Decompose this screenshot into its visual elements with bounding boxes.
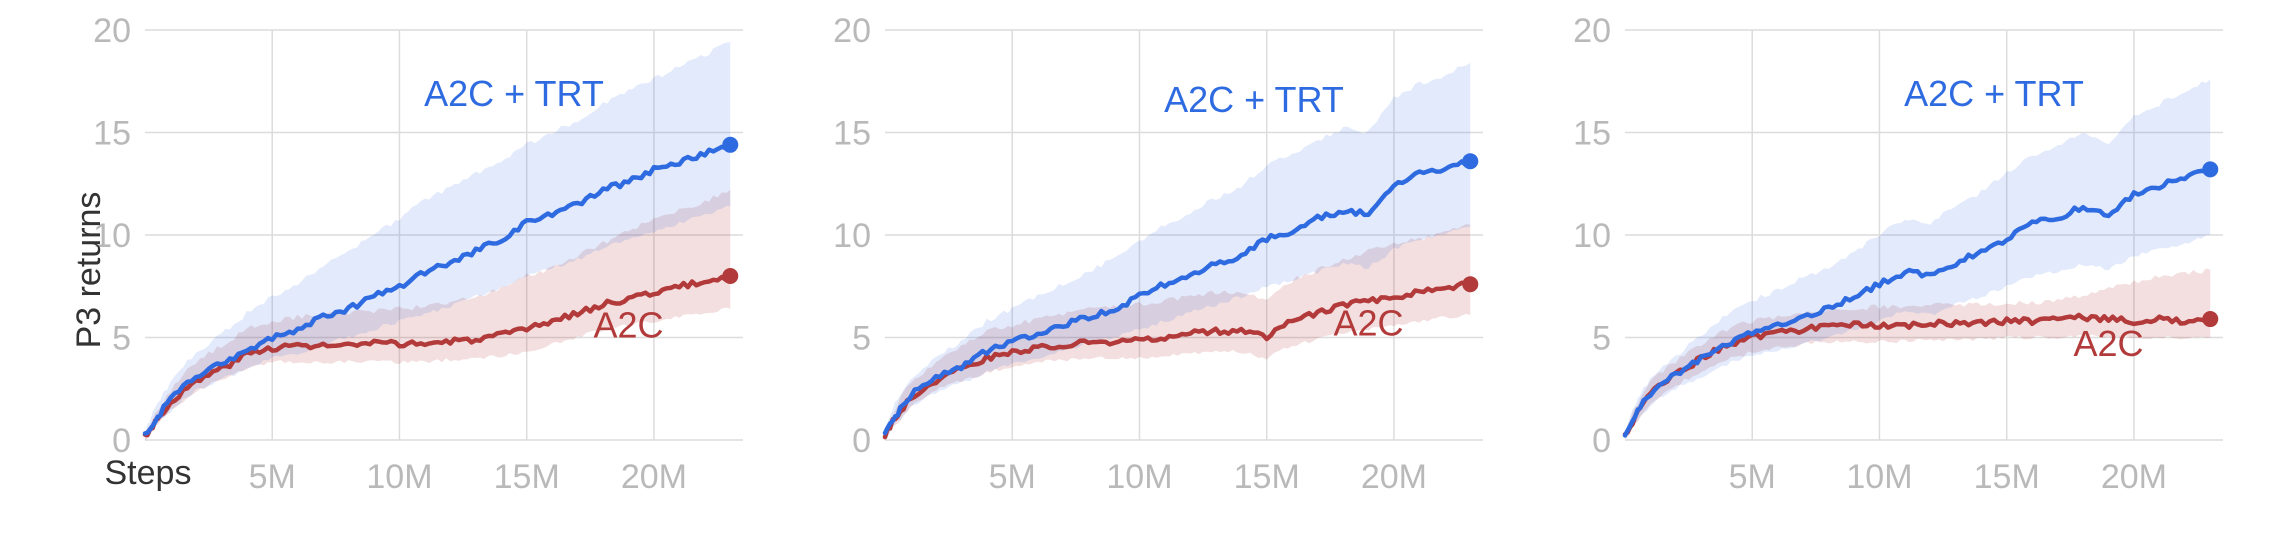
series-end-marker-a2c xyxy=(2202,311,2218,327)
series-end-marker-a2c xyxy=(722,268,738,284)
y-tick-label: 20 xyxy=(1573,12,1611,50)
line-chart-panel: 0 5 10 15 20 5M 10M 15M 20M A2C + TRT A2C xyxy=(793,10,1493,530)
x-tick-label: 5M xyxy=(988,458,1035,496)
series-label-a2c: A2C xyxy=(1333,302,1403,343)
y-tick-label: 10 xyxy=(1573,217,1611,255)
y-tick-label: 20 xyxy=(93,12,131,50)
line-chart-panel: 051015205M10M15M20MA2C + TRTA2C xyxy=(53,10,753,530)
y-tick-label: 0 xyxy=(1592,422,1611,460)
x-tick-label: 15M xyxy=(493,458,559,496)
y-tick-label: 10 xyxy=(833,217,871,255)
y-tick-label: 5 xyxy=(1592,319,1611,357)
series-label-a2c: A2C xyxy=(2073,323,2143,364)
chart-panel: 0 5 10 15 20 5M 10M 15M 20M A2C + TRT A2C xyxy=(793,10,1493,530)
x-tick-label: 15M xyxy=(1973,458,2039,496)
x-tick-label: 20M xyxy=(2100,458,2166,496)
series-label-a2c-trt: A2C + TRT xyxy=(424,73,604,114)
series-label-a2c-trt: A2C + TRT xyxy=(1904,73,2084,114)
x-tick-label: 20M xyxy=(1360,458,1426,496)
uncertainty-band-a2c-trt xyxy=(1625,79,2210,440)
p3-returns-figure: 0 5 10 15 20 5M 10M 15M 20M A2C + TRT A2C P3 return… xyxy=(0,0,2285,540)
y-tick-label: 5 xyxy=(112,319,131,357)
series-end-marker-a2c-trt xyxy=(2202,161,2218,177)
x-tick-label: 15M xyxy=(1233,458,1299,496)
x-tick-label: 10M xyxy=(1106,458,1172,496)
series-end-marker-a2c-trt xyxy=(722,137,738,153)
x-tick-label: 10M xyxy=(1846,458,1912,496)
y-tick-label: 5 xyxy=(852,319,871,357)
series-label-a2c: A2C xyxy=(593,305,663,346)
x-axis-label: Steps xyxy=(105,454,192,493)
series-end-marker-a2c-trt xyxy=(1462,153,1478,169)
x-tick-label: 5M xyxy=(248,458,295,496)
chart-panel: 051015205M10M15M20MA2C + TRTA2CP3 return… xyxy=(53,10,753,530)
x-tick-label: 10M xyxy=(366,458,432,496)
y-tick-label: 15 xyxy=(93,114,131,152)
y-axis-label: P3 returns xyxy=(69,192,108,349)
chart-panel: 0 5 10 15 20 5M 10M 15M 20M A2C + TRT A2C xyxy=(1533,10,2233,530)
series-label-a2c-trt: A2C + TRT xyxy=(1164,79,1344,120)
y-tick-label: 15 xyxy=(1573,114,1611,152)
x-tick-label: 5M xyxy=(1728,458,1775,496)
series-end-marker-a2c xyxy=(1462,276,1478,292)
y-tick-label: 0 xyxy=(852,422,871,460)
y-tick-label: 20 xyxy=(833,12,871,50)
line-chart-panel: 0 5 10 15 20 5M 10M 15M 20M A2C + TRT A2C xyxy=(1533,10,2233,530)
x-tick-label: 20M xyxy=(620,458,686,496)
y-tick-label: 15 xyxy=(833,114,871,152)
